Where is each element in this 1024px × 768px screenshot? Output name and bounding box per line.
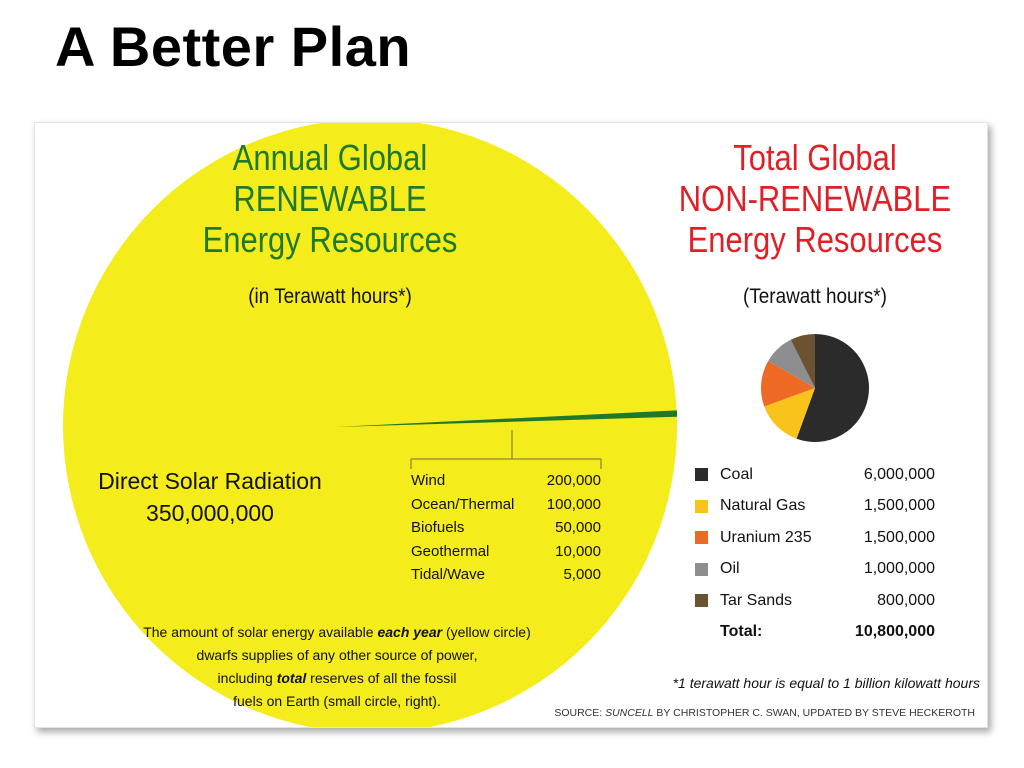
renewable-breakdown-table: Wind 200,000 Ocean/Thermal 100,000 Biofuel… [411, 469, 601, 587]
renewable-row-value: 10,000 [555, 542, 601, 560]
legend-total-row: Total: 10,800,000 [695, 617, 935, 649]
total-label: Total: [720, 623, 763, 641]
source-emphasis: SUNCELL [605, 707, 654, 719]
caption-emphasis: total [276, 670, 307, 686]
caption-line-4: fuels on Earth (small circle, right). [233, 693, 441, 709]
legend-name: Natural Gas [720, 497, 806, 515]
renewable-row-name: Tidal/Wave [411, 566, 485, 583]
source-text: SOURCE: [554, 707, 606, 719]
renewable-title: Annual Global RENEWABLE Energy Resources [188, 137, 472, 260]
slide-title: A Better Plan [55, 15, 412, 78]
legend-row-natural-gas: Natural Gas 1,500,000 [695, 491, 935, 523]
legend-row-coal: Coal 6,000,000 [695, 459, 935, 491]
caption-line-3: including total reserves of all the foss… [107, 667, 567, 690]
legend-value: 800,000 [877, 591, 935, 609]
caption-text: The amount of solar energy available [143, 624, 378, 640]
source-credit: SOURCE: SUNCELL BY CHRISTOPHER C. SWAN, … [515, 707, 975, 719]
caption-text: including [217, 670, 277, 686]
pie-slice-uranium-235 [761, 361, 815, 407]
renewable-row: Tidal/Wave 5,000 [411, 563, 601, 587]
nonrenewable-subtitle: (Terawatt hours*) [743, 285, 887, 308]
legend-name: Uranium 235 [720, 528, 812, 546]
caption-line-2: dwarfs supplies of any other source of p… [196, 647, 478, 663]
renewable-row-name: Wind [411, 472, 446, 489]
renewable-row-value: 50,000 [555, 519, 601, 536]
legend-value: 1,500,000 [863, 528, 935, 546]
renewable-subtitle: (in Terawatt hours*) [248, 285, 412, 308]
renewable-row-value: 100,000 [546, 495, 601, 513]
pie-charts-graphic [63, 123, 869, 727]
legend-row-oil: Oil 1,000,000 [695, 554, 935, 586]
renewable-row-value: 5,000 [563, 566, 601, 583]
uranium-swatch [695, 531, 708, 545]
legend-value: 6,000,000 [863, 465, 935, 483]
nonrenewable-title-line-2: NON-RENEWABLE [678, 178, 952, 219]
tar-sands-swatch [695, 594, 708, 608]
solar-radiation-circle [63, 123, 677, 727]
source-text: BY CHRISTOPHER C. SWAN, UPDATED BY STEVE… [653, 707, 975, 719]
renewable-row: Ocean/Thermal 100,000 [411, 493, 601, 517]
caption-text: reserves of all the fossil [306, 670, 457, 686]
renewable-row: Biofuels 50,000 [411, 516, 601, 540]
legend-row-tar-sands: Tar Sands 800,000 [695, 585, 935, 617]
natural-gas-swatch [695, 499, 708, 513]
renewable-wedges [335, 410, 677, 427]
footnote: *1 terawatt hour is equal to 1 billion k… [672, 675, 980, 691]
renewable-row: Geothermal 10,000 [411, 540, 601, 564]
nonrenewable-title-line-3: Energy Resources [687, 219, 943, 260]
oil-swatch [695, 562, 708, 576]
pie-slice-natural-gas [764, 388, 815, 439]
renewable-other-sources-wedge [335, 410, 677, 427]
caption-text: (yellow circle) [442, 624, 531, 640]
caption-emphasis: each year [377, 624, 443, 640]
total-value: 10,800,000 [854, 623, 935, 641]
pie-slice-coal [796, 334, 869, 442]
nonrenewable-pie [761, 334, 869, 442]
infographic-panel: Annual Global RENEWABLE Energy Resources… [34, 122, 988, 728]
renewable-title-line-2: RENEWABLE [233, 178, 427, 219]
nonrenewable-title-line-1: Total Global [733, 137, 897, 178]
legend-name: Oil [720, 560, 740, 578]
pie-slice-oil [768, 339, 815, 388]
legend-value: 1,500,000 [863, 497, 935, 515]
nonrenewable-title: Total Global NON-RENEWABLE Energy Resour… [677, 137, 952, 260]
renewable-row-name: Ocean/Thermal [411, 495, 515, 513]
solar-label: Direct Solar Radiation 350,000,000 [55, 465, 365, 529]
solar-label-value: 350,000,000 [146, 500, 274, 526]
renewable-title-line-1: Annual Global [232, 137, 428, 178]
renewable-bracket [410, 430, 602, 469]
nonrenewable-legend-table: Coal 6,000,000 Natural Gas 1,500,000 Urani… [695, 459, 935, 648]
pie-slice-tar-sands [790, 334, 815, 388]
caption-line-1: The amount of solar energy available eac… [107, 621, 567, 644]
legend-value: 1,000,000 [863, 560, 935, 578]
legend-name: Tar Sands [720, 591, 793, 609]
coal-swatch [695, 468, 708, 482]
renewable-row-value: 200,000 [546, 472, 601, 489]
renewable-title-line-3: Energy Resources [202, 219, 458, 260]
caption: The amount of solar energy available eac… [107, 621, 567, 713]
legend-row-uranium: Uranium 235 1,500,000 [695, 522, 935, 554]
legend-name: Coal [720, 465, 753, 483]
renewable-row: Wind 200,000 [411, 469, 601, 493]
solar-label-name: Direct Solar Radiation [98, 468, 322, 494]
renewable-row-name: Geothermal [411, 542, 490, 560]
renewable-row-name: Biofuels [411, 519, 465, 536]
